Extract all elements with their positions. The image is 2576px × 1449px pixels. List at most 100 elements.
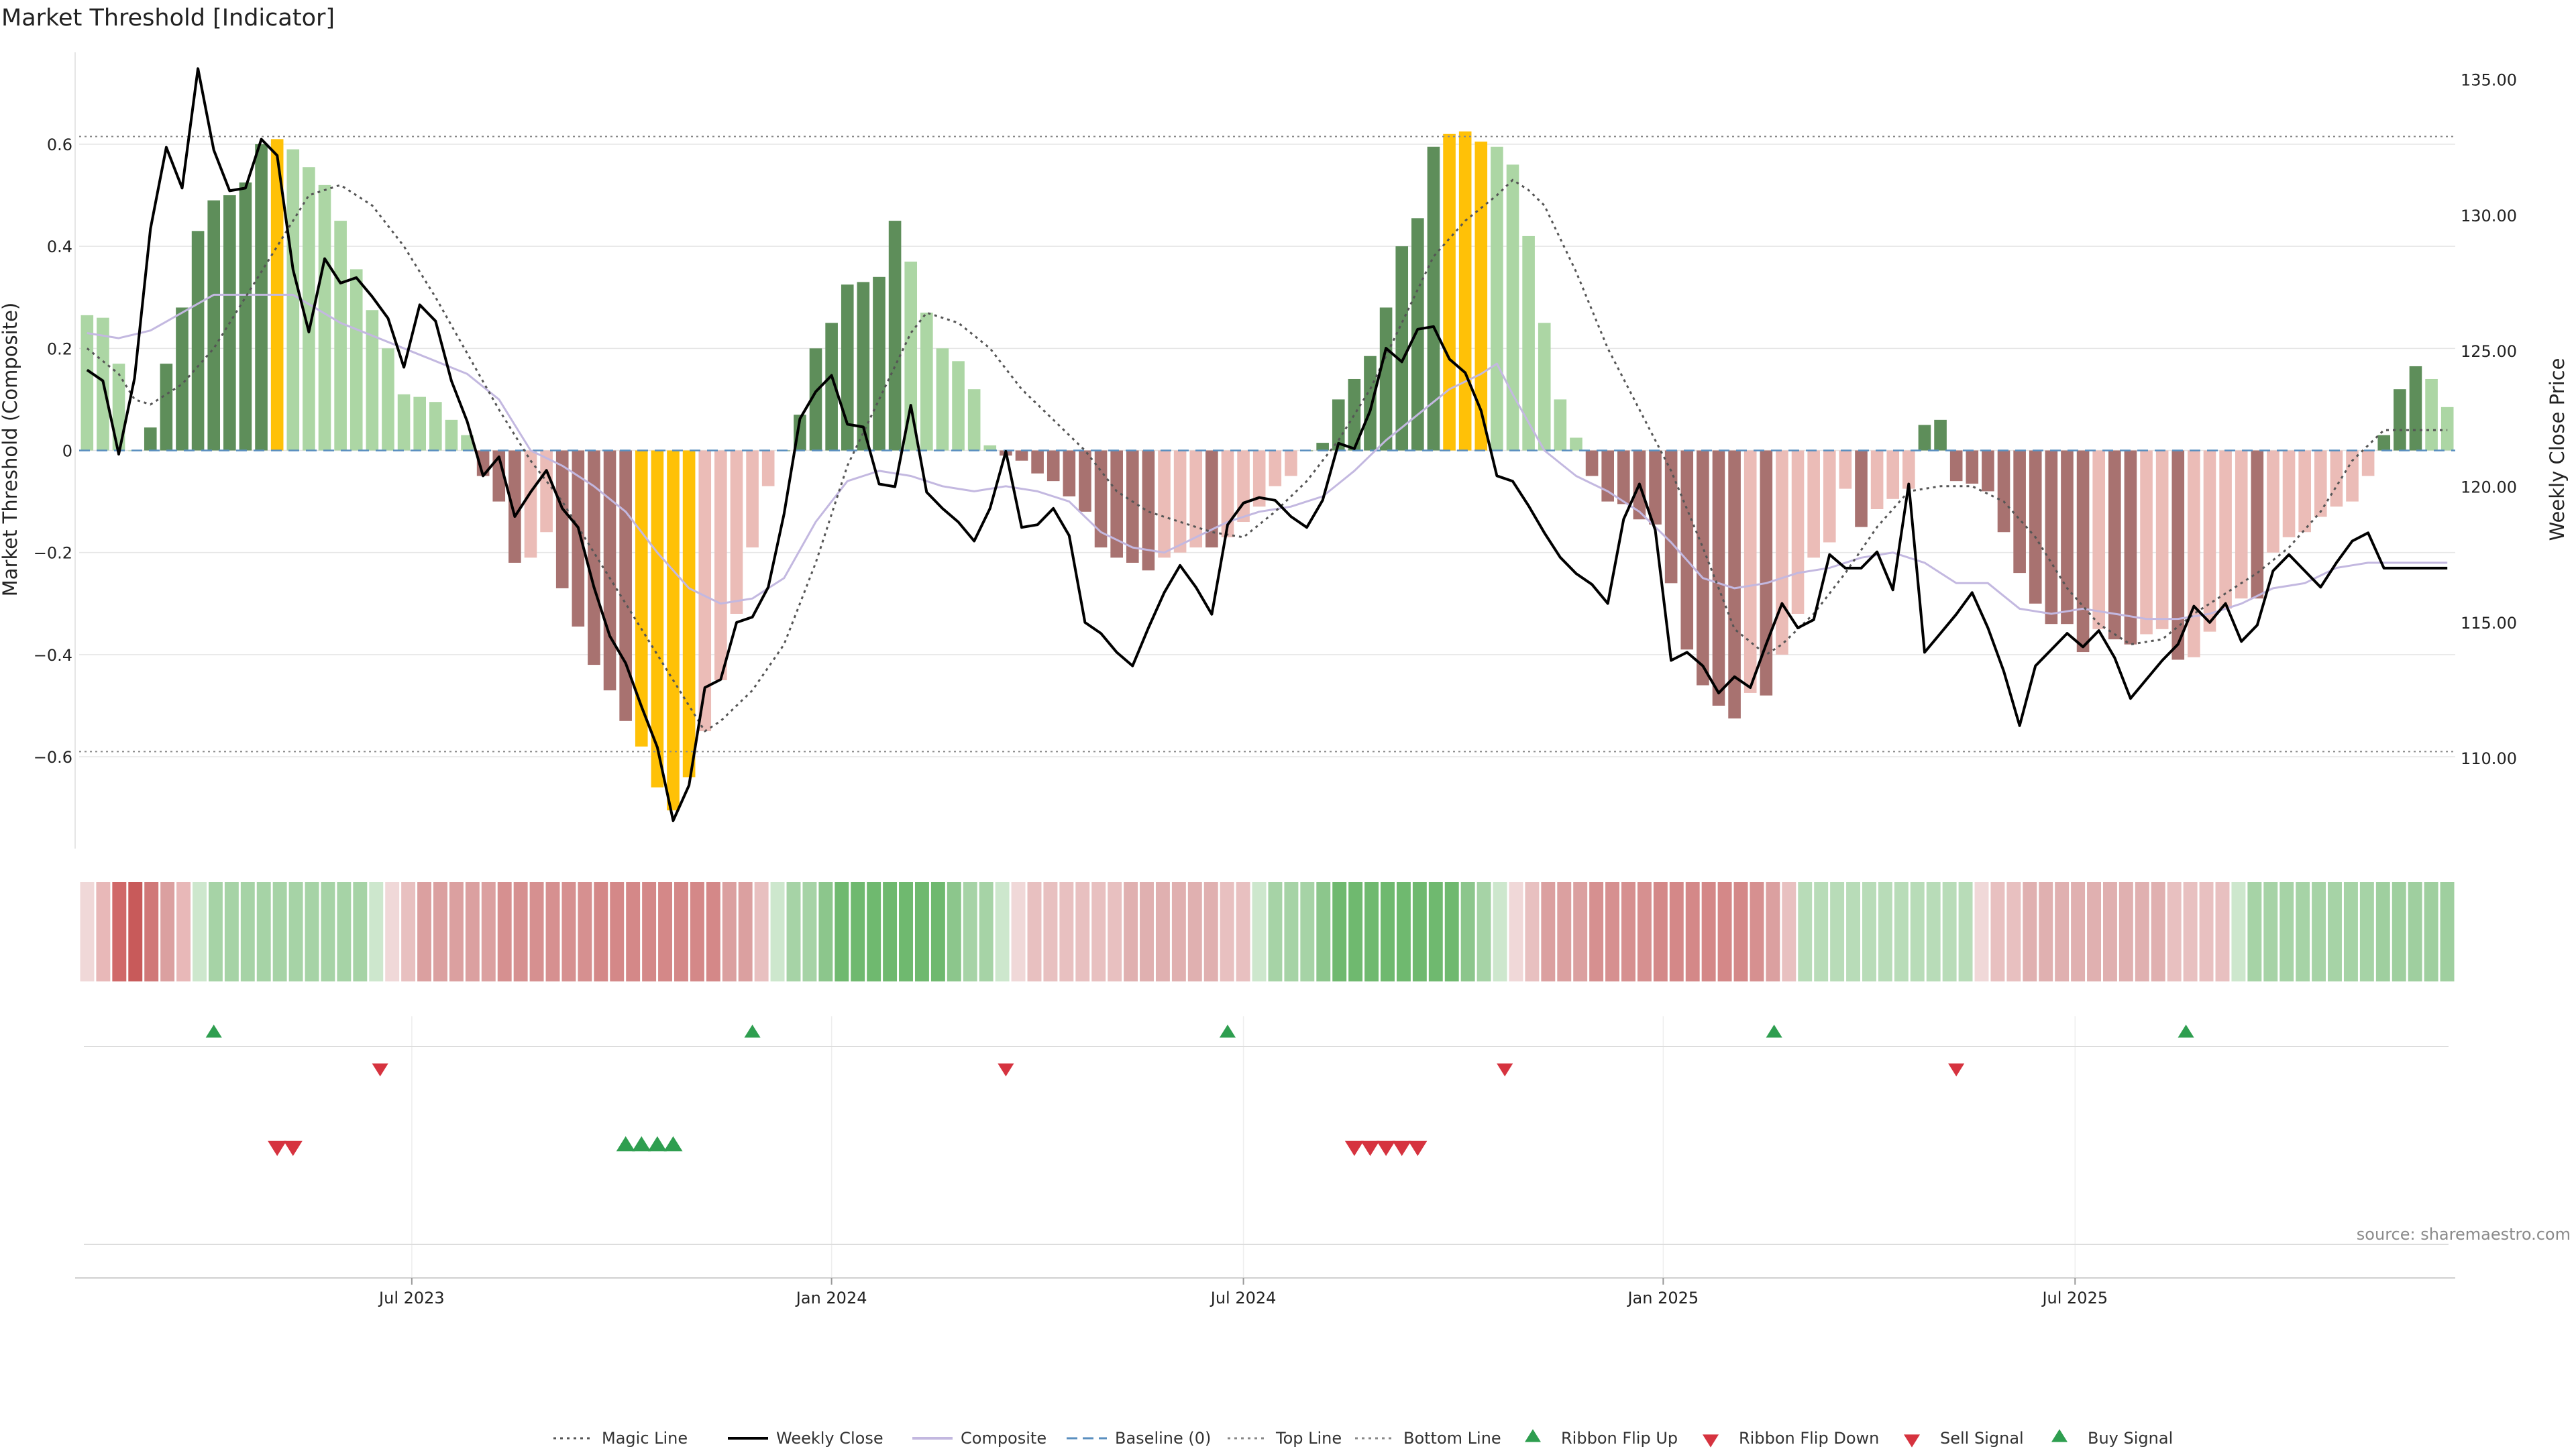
ribbon-cell bbox=[80, 882, 95, 981]
ribbon-cell bbox=[1091, 882, 1106, 981]
ribbon-cell bbox=[1894, 882, 1909, 981]
ribbon-cell bbox=[1685, 882, 1700, 981]
ribbon-cell bbox=[1027, 882, 1042, 981]
series-lines bbox=[79, 67, 2455, 822]
ribbon-cell bbox=[337, 882, 352, 981]
ribbon-cell bbox=[722, 882, 737, 981]
ribbon-flip-up-marker bbox=[205, 1024, 222, 1038]
legend-label: Buy Signal bbox=[2088, 1429, 2173, 1448]
sell-signal-marker bbox=[268, 1140, 287, 1157]
ribbon-cell bbox=[2392, 882, 2406, 981]
ribbon-cell bbox=[1637, 882, 1652, 981]
composite-bar bbox=[555, 450, 569, 588]
composite-bar bbox=[1411, 218, 1424, 451]
composite-bar bbox=[286, 149, 300, 451]
ribbon-cell bbox=[2375, 882, 2390, 981]
ribbon-cell bbox=[786, 882, 801, 981]
composite-bar bbox=[1379, 307, 1393, 451]
composite-bar bbox=[1189, 450, 1203, 548]
composite-bar bbox=[651, 450, 664, 788]
left-tick-label: 0 bbox=[62, 442, 72, 461]
ribbon-cell bbox=[1766, 882, 1780, 981]
ribbon-cell bbox=[979, 882, 994, 981]
composite-bar bbox=[2330, 450, 2343, 507]
legend-item: Ribbon Flip Up bbox=[1525, 1429, 1678, 1448]
ribbon-cell bbox=[305, 882, 319, 981]
ribbon-cell bbox=[1926, 882, 1941, 981]
composite-bar bbox=[2440, 407, 2454, 451]
x-axis-ticks: Jul 2023 Jan 2024 Jul 2024 Jan 2025 Jul 2025 bbox=[378, 1278, 2108, 1307]
ribbon-cell bbox=[1140, 882, 1154, 981]
ribbon-cell bbox=[2167, 882, 2182, 981]
sell-signal-marker bbox=[1392, 1140, 1411, 1157]
ribbon-cell bbox=[1252, 882, 1267, 981]
ribbon-cell bbox=[899, 882, 913, 981]
sell-signal-marker bbox=[1408, 1140, 1428, 1157]
ribbon-cell bbox=[1750, 882, 1764, 981]
ribbon-cell bbox=[1573, 882, 1588, 981]
composite-bar bbox=[1791, 450, 1805, 614]
main-plot-grid bbox=[74, 52, 2455, 1278]
ribbon-flip-down-marker bbox=[998, 1063, 1014, 1077]
composite-bar bbox=[413, 396, 426, 451]
left-tick-label: −0.6 bbox=[34, 748, 72, 767]
composite-bar bbox=[841, 284, 854, 451]
ribbon-flip-up-marker bbox=[1766, 1024, 1782, 1038]
composite-bar bbox=[144, 427, 157, 451]
ribbon-cell bbox=[883, 882, 898, 981]
ribbon-cell bbox=[2055, 882, 2070, 981]
composite-bar bbox=[1474, 142, 1488, 451]
weekly-close-line bbox=[86, 67, 2448, 822]
composite-bar bbox=[445, 419, 458, 451]
composite-bar bbox=[2203, 450, 2216, 632]
composite-bar bbox=[303, 167, 315, 451]
ribbon-flip-up-marker bbox=[1219, 1024, 1236, 1038]
ribbon-cell bbox=[2328, 882, 2342, 981]
chart-title: Market Threshold [Indicator] bbox=[1, 5, 335, 32]
ribbon-cell bbox=[288, 882, 303, 981]
composite-bar bbox=[1776, 450, 1788, 655]
composite-bar bbox=[1443, 133, 1456, 451]
right-tick-label: 135.00 bbox=[2461, 70, 2517, 89]
composite-bar bbox=[1743, 450, 1757, 693]
ribbon-cell bbox=[369, 882, 384, 981]
composite-bar bbox=[80, 315, 94, 451]
ribbon-cell bbox=[578, 882, 592, 981]
ribbon-strip bbox=[80, 882, 2455, 981]
ribbon-cell bbox=[385, 882, 400, 981]
ribbon-cell bbox=[1974, 882, 1989, 981]
composite-bar bbox=[920, 313, 933, 451]
composite-bar bbox=[983, 445, 997, 451]
composite-bar bbox=[1855, 450, 1868, 527]
composite-bar bbox=[1886, 450, 1900, 499]
composite-bar bbox=[904, 261, 918, 451]
ribbon-cell bbox=[867, 882, 881, 981]
x-tick-label: Jul 2025 bbox=[2041, 1289, 2108, 1307]
ribbon-cell bbox=[401, 882, 416, 981]
composite-bar bbox=[1617, 450, 1630, 504]
ribbon-cell bbox=[2006, 882, 2021, 981]
composite-bar bbox=[239, 182, 252, 451]
ribbon-cell bbox=[610, 882, 625, 981]
composite-bar bbox=[160, 364, 173, 451]
ribbon-cell bbox=[1011, 882, 1026, 981]
buy-signal-marker bbox=[647, 1136, 667, 1152]
composite-bar bbox=[1491, 146, 1503, 451]
source-credit: source: sharemaestro.com bbox=[2357, 1225, 2571, 1244]
ribbon-flip-down-marker bbox=[1497, 1063, 1513, 1077]
ribbon-cell bbox=[2263, 882, 2278, 981]
composite-bar bbox=[508, 450, 521, 563]
x-tick-label: Jan 2025 bbox=[1626, 1289, 1699, 1307]
right-tick-label: 110.00 bbox=[2461, 749, 2517, 768]
composite-bars bbox=[80, 131, 2454, 810]
composite-bar bbox=[2061, 450, 2074, 625]
ribbon-cell bbox=[1509, 882, 1523, 981]
ribbon-cell bbox=[240, 882, 255, 981]
composite-bar bbox=[1110, 450, 1123, 558]
sell-signal-marker bbox=[1377, 1140, 1396, 1157]
composite-bar bbox=[698, 450, 712, 731]
legend-item: Sell Signal bbox=[1904, 1429, 2024, 1448]
ribbon-cell bbox=[2296, 882, 2310, 981]
ribbon-cell bbox=[1862, 882, 1876, 981]
composite-bar bbox=[873, 276, 885, 451]
